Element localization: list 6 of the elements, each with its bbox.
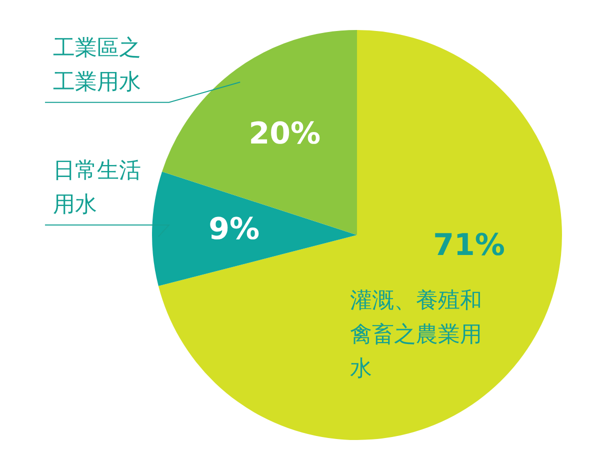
slice-label: 日常生活用水 xyxy=(53,158,141,218)
data-label: 20% xyxy=(248,116,321,152)
slice-label: 灌溉、養殖和禽畜之農業用水 xyxy=(350,288,482,382)
slice-label: 工業區之工業用水 xyxy=(53,36,141,96)
data-label: 9% xyxy=(208,212,260,247)
data-label: 71% xyxy=(433,228,505,264)
